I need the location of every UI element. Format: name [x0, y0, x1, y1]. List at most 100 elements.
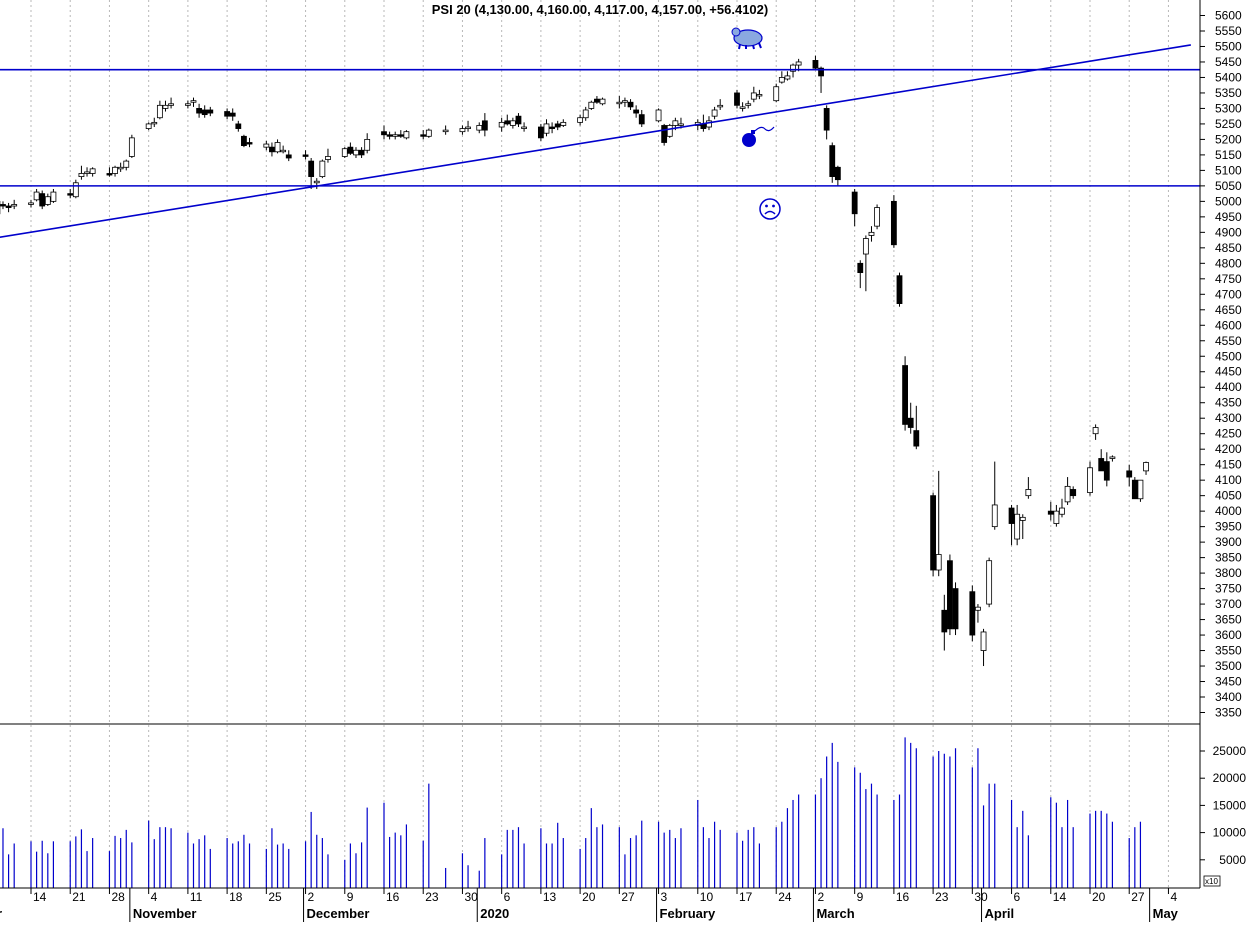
- candle: [756, 89, 763, 100]
- candle: [907, 402, 914, 434]
- gridlines: [30, 0, 1169, 888]
- candle-body: [1098, 458, 1105, 472]
- chart-frame: [0, 0, 1201, 889]
- candle: [633, 105, 640, 118]
- candle: [874, 204, 880, 230]
- price-tick-label: 4300: [1215, 411, 1242, 425]
- price-tick-label: 4350: [1215, 396, 1242, 410]
- price-tick-label: 4600: [1215, 318, 1242, 332]
- price-tick-label: 4650: [1215, 303, 1242, 317]
- candle: [44, 193, 51, 207]
- candle-body: [5, 205, 12, 208]
- candle-body: [599, 98, 606, 105]
- day-tick-label: 28: [111, 890, 125, 904]
- trend-line: [0, 44, 1191, 239]
- price-tick-label: 4550: [1215, 334, 1242, 348]
- candle: [627, 99, 634, 110]
- candle: [72, 179, 79, 199]
- candle: [465, 120, 471, 132]
- candle-body: [661, 125, 668, 143]
- candle-body: [498, 121, 505, 128]
- price-tick-label: 4450: [1215, 365, 1242, 379]
- price-tick-label: 5050: [1215, 179, 1242, 193]
- volume-bars: [2, 737, 1142, 888]
- candle: [353, 147, 359, 158]
- candle: [128, 134, 135, 158]
- day-tick-label: 6: [1014, 890, 1021, 904]
- candle-body: [750, 92, 757, 100]
- price-tick-label: 4800: [1215, 256, 1242, 270]
- candle-body: [521, 126, 527, 129]
- candle-body: [582, 109, 589, 119]
- chart-title: PSI 20 (4,130.00, 4,160.00, 4,117.00, 4,…: [431, 2, 769, 17]
- candle-body: [39, 193, 46, 207]
- candle: [207, 106, 214, 117]
- candle-body: [504, 120, 511, 125]
- day-tick-label: 3: [661, 890, 668, 904]
- candle-body: [862, 238, 869, 255]
- candle: [560, 119, 567, 128]
- candle-body: [184, 103, 191, 106]
- candle: [868, 226, 875, 242]
- candle: [235, 120, 242, 132]
- candle: [476, 122, 483, 134]
- candle-body: [622, 100, 628, 103]
- candle-body: [319, 160, 326, 177]
- candle-body: [1087, 467, 1093, 493]
- candle: [358, 147, 365, 158]
- price-tick-label: 3650: [1215, 613, 1242, 627]
- candle-body: [795, 61, 802, 66]
- candle-body: [784, 75, 791, 80]
- candle: [554, 120, 561, 131]
- candle-body: [851, 191, 858, 215]
- candle-body: [1019, 516, 1026, 521]
- candle: [313, 178, 320, 189]
- candle: [156, 100, 163, 120]
- candle: [812, 55, 819, 70]
- price-tick-label: 5000: [1215, 194, 1242, 208]
- month-label: April: [985, 906, 1015, 921]
- candle-body: [341, 148, 348, 157]
- day-tick-label: 23: [935, 890, 949, 904]
- date-axis: 14 21 28 4 11 18 25 2 9 16 23 30 6 13 20 27 3 10 17 24 2 9 16 2…: [0, 888, 1179, 922]
- candle: [229, 108, 236, 121]
- price-tick-label: 4850: [1215, 241, 1242, 255]
- price-tick-label: 5600: [1215, 9, 1242, 23]
- candle-body: [229, 112, 236, 117]
- candle: [509, 117, 516, 129]
- candle: [1019, 514, 1026, 540]
- candle: [196, 103, 202, 118]
- day-tick-label: 24: [778, 890, 792, 904]
- candle-body: [874, 207, 880, 227]
- candle: [459, 125, 466, 135]
- bomb-icon: [742, 126, 775, 147]
- candle-body: [678, 123, 684, 126]
- candle-body: [1059, 507, 1065, 515]
- candle: [818, 66, 824, 93]
- candle-body: [952, 588, 959, 630]
- candle: [834, 165, 841, 186]
- candle-body: [308, 160, 315, 177]
- candle-body: [0, 204, 6, 207]
- price-tick-label: 4000: [1215, 504, 1242, 518]
- day-tick-label: 16: [896, 890, 910, 904]
- price-tick-label: 3850: [1215, 551, 1242, 565]
- candle-body: [1025, 489, 1032, 497]
- candle: [711, 106, 718, 120]
- candle: [28, 199, 34, 208]
- price-tick-label: 5550: [1215, 24, 1242, 38]
- candle-body: [778, 77, 785, 83]
- candle: [582, 106, 589, 121]
- candle: [975, 604, 981, 623]
- candle-body: [145, 123, 152, 129]
- day-tick-label: 27: [1131, 890, 1145, 904]
- candle: [622, 97, 628, 107]
- candle-body: [274, 142, 281, 153]
- candle: [302, 150, 309, 160]
- volume-tick-label: 25000: [1213, 744, 1247, 758]
- candle-body: [947, 560, 953, 630]
- candle-body: [1008, 507, 1015, 524]
- candle: [184, 100, 191, 109]
